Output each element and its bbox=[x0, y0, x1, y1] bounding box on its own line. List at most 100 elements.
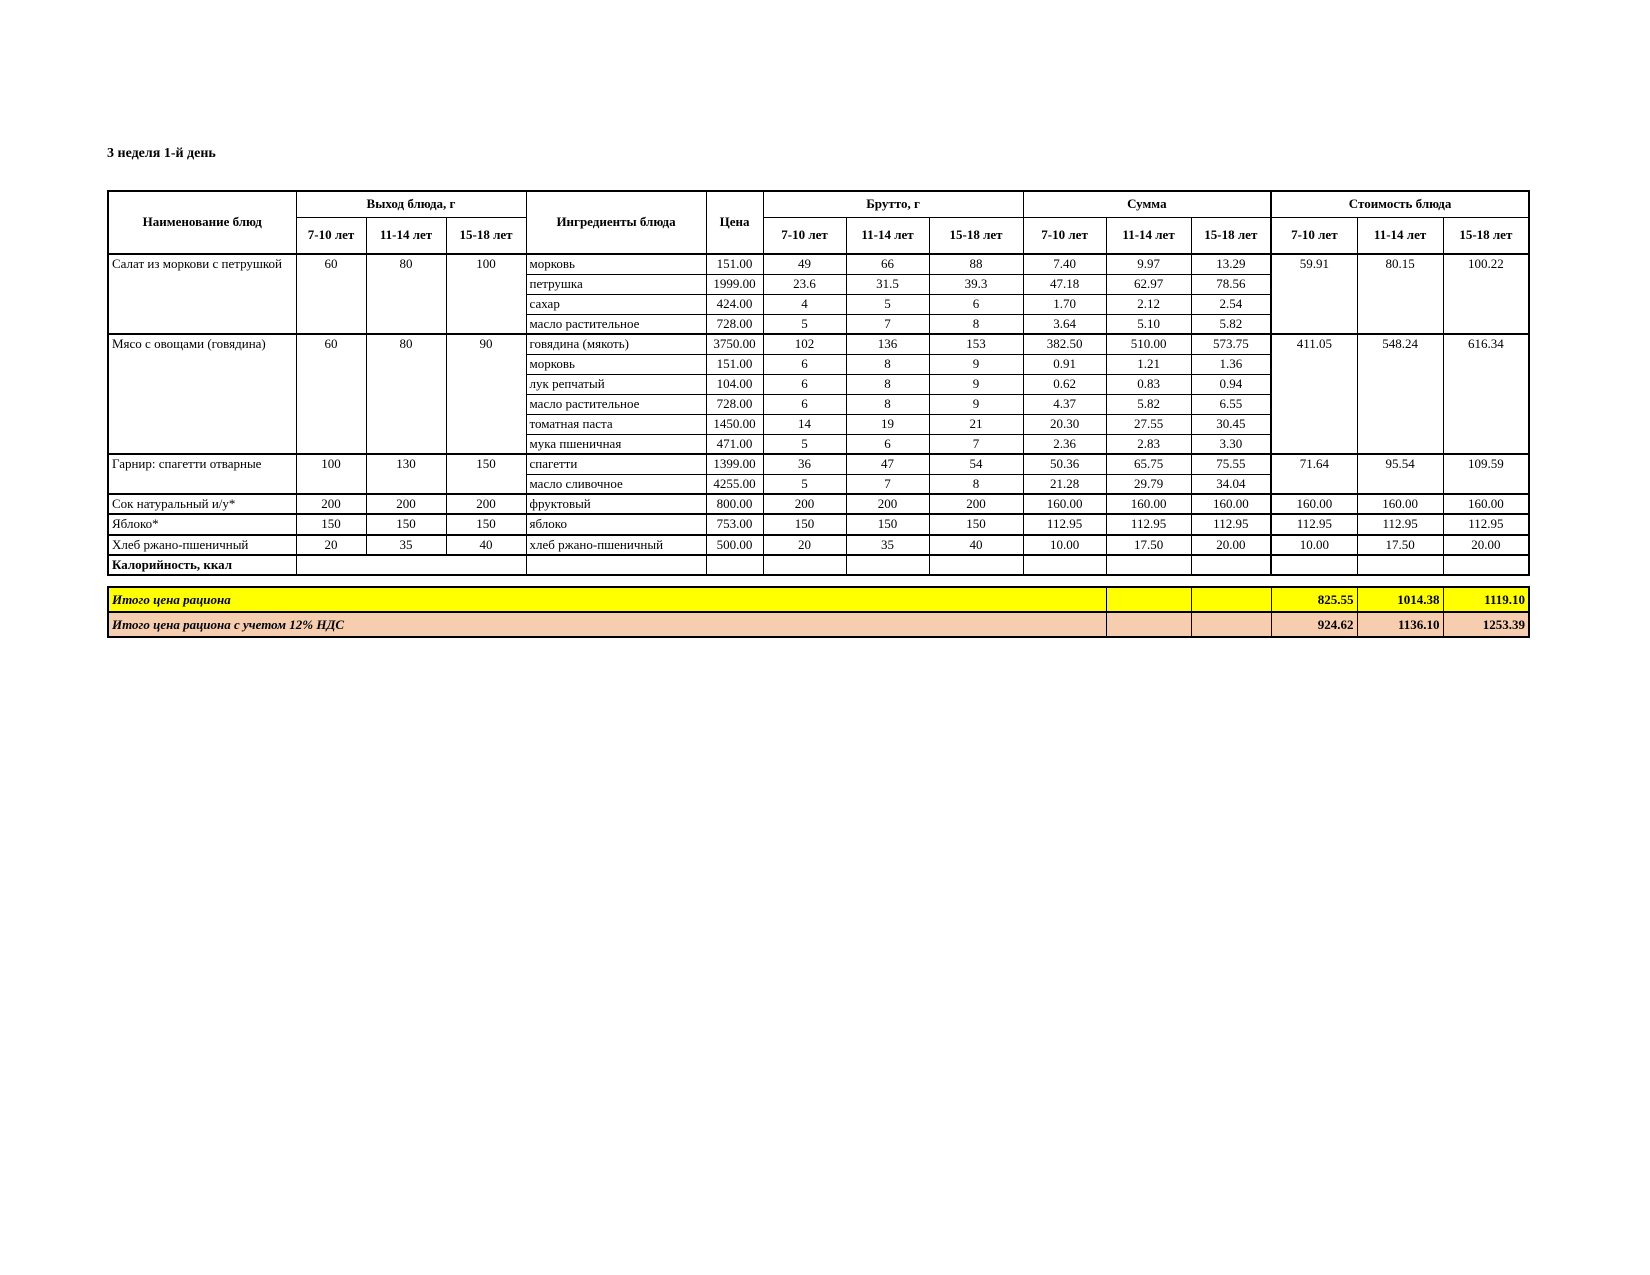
sum-cell: 21.28 bbox=[1022, 473, 1107, 495]
output-cell: 100 bbox=[445, 253, 527, 335]
sum-cell: 2.12 bbox=[1105, 293, 1192, 315]
sum-cell: 4.37 bbox=[1022, 393, 1107, 415]
empty-cell bbox=[525, 553, 707, 576]
sum-cell: 20.30 bbox=[1022, 413, 1107, 435]
gross-cell: 8 bbox=[845, 353, 930, 375]
output-cell: 100 bbox=[295, 453, 367, 495]
sum-cell: 27.55 bbox=[1105, 413, 1192, 435]
cost-cell: 548.24 bbox=[1356, 333, 1444, 455]
sum-cell: 3.64 bbox=[1022, 313, 1107, 335]
ingredient-cell: масло растительное bbox=[525, 393, 707, 415]
sum-cell: 78.56 bbox=[1190, 273, 1272, 295]
output-cell: 130 bbox=[365, 453, 447, 495]
gross-cell: 14 bbox=[762, 413, 847, 435]
gross-cell: 9 bbox=[928, 393, 1024, 415]
col-header-age: 7-10 лет bbox=[1270, 216, 1358, 255]
empty-cell bbox=[1190, 553, 1272, 576]
price-cell: 4255.00 bbox=[705, 473, 764, 495]
dish-name-cell: Салат из моркови с петрушкой bbox=[107, 253, 297, 335]
gross-cell: 20 bbox=[762, 533, 847, 556]
output-cell: 150 bbox=[365, 513, 447, 536]
sum-cell: 75.55 bbox=[1190, 453, 1272, 475]
gross-cell: 36 bbox=[762, 453, 847, 475]
empty-cell bbox=[1270, 553, 1358, 576]
price-cell: 151.00 bbox=[705, 353, 764, 375]
table-row: морковь 151.00 6 8 9 0.91 1.21 1.36 bbox=[108, 353, 1529, 375]
output-cell: 200 bbox=[365, 492, 447, 515]
ingredient-cell: спагетти bbox=[525, 453, 707, 475]
sum-cell: 0.94 bbox=[1190, 373, 1272, 395]
gross-cell: 7 bbox=[845, 313, 930, 335]
col-header-age: 11-14 лет bbox=[1356, 216, 1444, 255]
gross-cell: 150 bbox=[845, 513, 930, 536]
gross-cell: 31.5 bbox=[845, 273, 930, 295]
price-cell: 424.00 bbox=[705, 293, 764, 315]
gross-cell: 6 bbox=[762, 373, 847, 395]
gross-cell: 8 bbox=[928, 473, 1024, 495]
sum-cell: 17.50 bbox=[1105, 533, 1192, 556]
sum-cell: 50.36 bbox=[1022, 453, 1107, 475]
gross-cell: 9 bbox=[928, 373, 1024, 395]
table-row: масло растительное 728.00 5 7 8 3.64 5.10 5.82 bbox=[108, 313, 1529, 335]
gross-cell: 66 bbox=[845, 253, 930, 275]
empty-cell bbox=[1190, 586, 1272, 613]
cost-cell: 10.00 bbox=[1270, 533, 1358, 556]
col-header-cost: Стоимость блюда bbox=[1270, 190, 1530, 218]
col-header-age: 11-14 лет bbox=[365, 216, 447, 255]
gross-cell: 5 bbox=[762, 433, 847, 455]
sum-cell: 510.00 bbox=[1105, 333, 1192, 355]
col-header-sum: Сумма bbox=[1022, 190, 1272, 218]
gross-cell: 7 bbox=[845, 473, 930, 495]
totals-row: Итого цена рациона с учетом 12% НДС 924.6… bbox=[107, 611, 1530, 638]
price-cell: 500.00 bbox=[705, 533, 764, 556]
cost-cell: 160.00 bbox=[1270, 492, 1358, 515]
ingredient-cell: морковь bbox=[525, 253, 707, 275]
gross-cell: 49 bbox=[762, 253, 847, 275]
col-header-age: 11-14 лет bbox=[1105, 216, 1192, 255]
sum-cell: 9.97 bbox=[1105, 253, 1192, 275]
table-row: Яблоко* 150 150 150 яблоко 753.00 150 150 150 112… bbox=[107, 513, 1530, 536]
gross-cell: 153 bbox=[928, 333, 1024, 355]
sum-cell: 160.00 bbox=[1105, 492, 1192, 515]
output-cell: 35 bbox=[365, 533, 447, 556]
gross-cell: 6 bbox=[845, 433, 930, 455]
sum-cell: 29.79 bbox=[1105, 473, 1192, 495]
menu-table: Наименование блюд Выход блюда, г Ингреди… bbox=[107, 190, 1531, 576]
gross-cell: 21 bbox=[928, 413, 1024, 435]
sum-cell: 7.40 bbox=[1022, 253, 1107, 275]
sum-cell: 160.00 bbox=[1190, 492, 1272, 515]
dish-name-cell: Сок натуральный и/у* bbox=[107, 492, 297, 515]
table-row: масло сливочное 4255.00 5 7 8 21.28 29.79 34.04 bbox=[108, 473, 1529, 495]
totals-value: 1119.10 bbox=[1442, 586, 1530, 613]
cost-cell: 112.95 bbox=[1356, 513, 1444, 536]
gross-cell: 9 bbox=[928, 353, 1024, 375]
cost-cell: 160.00 bbox=[1442, 492, 1530, 515]
output-cell: 200 bbox=[445, 492, 527, 515]
sum-cell: 0.91 bbox=[1022, 353, 1107, 375]
empty-cell bbox=[1105, 553, 1192, 576]
table-row: петрушка 1999.00 23.6 31.5 39.3 47.18 62.97 78.… bbox=[108, 273, 1529, 295]
ingredient-cell: сахар bbox=[525, 293, 707, 315]
table-row: Хлеб ржано-пшеничный 20 35 40 хлеб ржано-пше… bbox=[107, 533, 1530, 556]
output-cell: 150 bbox=[445, 453, 527, 495]
sum-cell: 382.50 bbox=[1022, 333, 1107, 355]
ingredient-cell: мука пшеничная bbox=[525, 433, 707, 455]
gross-cell: 200 bbox=[928, 492, 1024, 515]
gross-cell: 54 bbox=[928, 453, 1024, 475]
gross-cell: 88 bbox=[928, 253, 1024, 275]
sum-cell: 112.95 bbox=[1190, 513, 1272, 536]
dish-name-cell: Яблоко* bbox=[107, 513, 297, 536]
totals-value: 825.55 bbox=[1270, 586, 1358, 613]
gross-cell: 35 bbox=[845, 533, 930, 556]
empty-cell bbox=[1442, 553, 1530, 576]
sum-cell: 160.00 bbox=[1022, 492, 1107, 515]
cost-cell: 112.95 bbox=[1270, 513, 1358, 536]
cost-cell: 71.64 bbox=[1270, 453, 1358, 495]
calories-label: Калорийность, ккал bbox=[107, 553, 297, 576]
output-cell: 90 bbox=[445, 333, 527, 455]
sum-cell: 0.83 bbox=[1105, 373, 1192, 395]
empty-cell bbox=[1105, 586, 1192, 613]
sum-cell: 30.45 bbox=[1190, 413, 1272, 435]
table-row: Гарнир: спагетти отварные 100 130 150 спагет… bbox=[107, 453, 1530, 495]
totals-label: Итого цена рациона с учетом 12% НДС bbox=[107, 611, 1107, 638]
